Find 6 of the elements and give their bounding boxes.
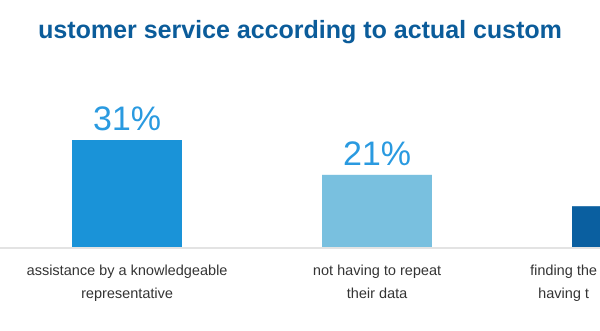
data-label: 21% bbox=[342, 134, 412, 173]
chart-title: ustomer service according to actual custom bbox=[38, 16, 562, 44]
x-tick-label: assistance by a knowledgeable representative bbox=[26, 263, 228, 302]
data-label: 31% bbox=[92, 100, 162, 138]
x-tick-label: finding the having t bbox=[530, 263, 597, 302]
x-tick-label: not having to repeat their data bbox=[312, 263, 442, 302]
